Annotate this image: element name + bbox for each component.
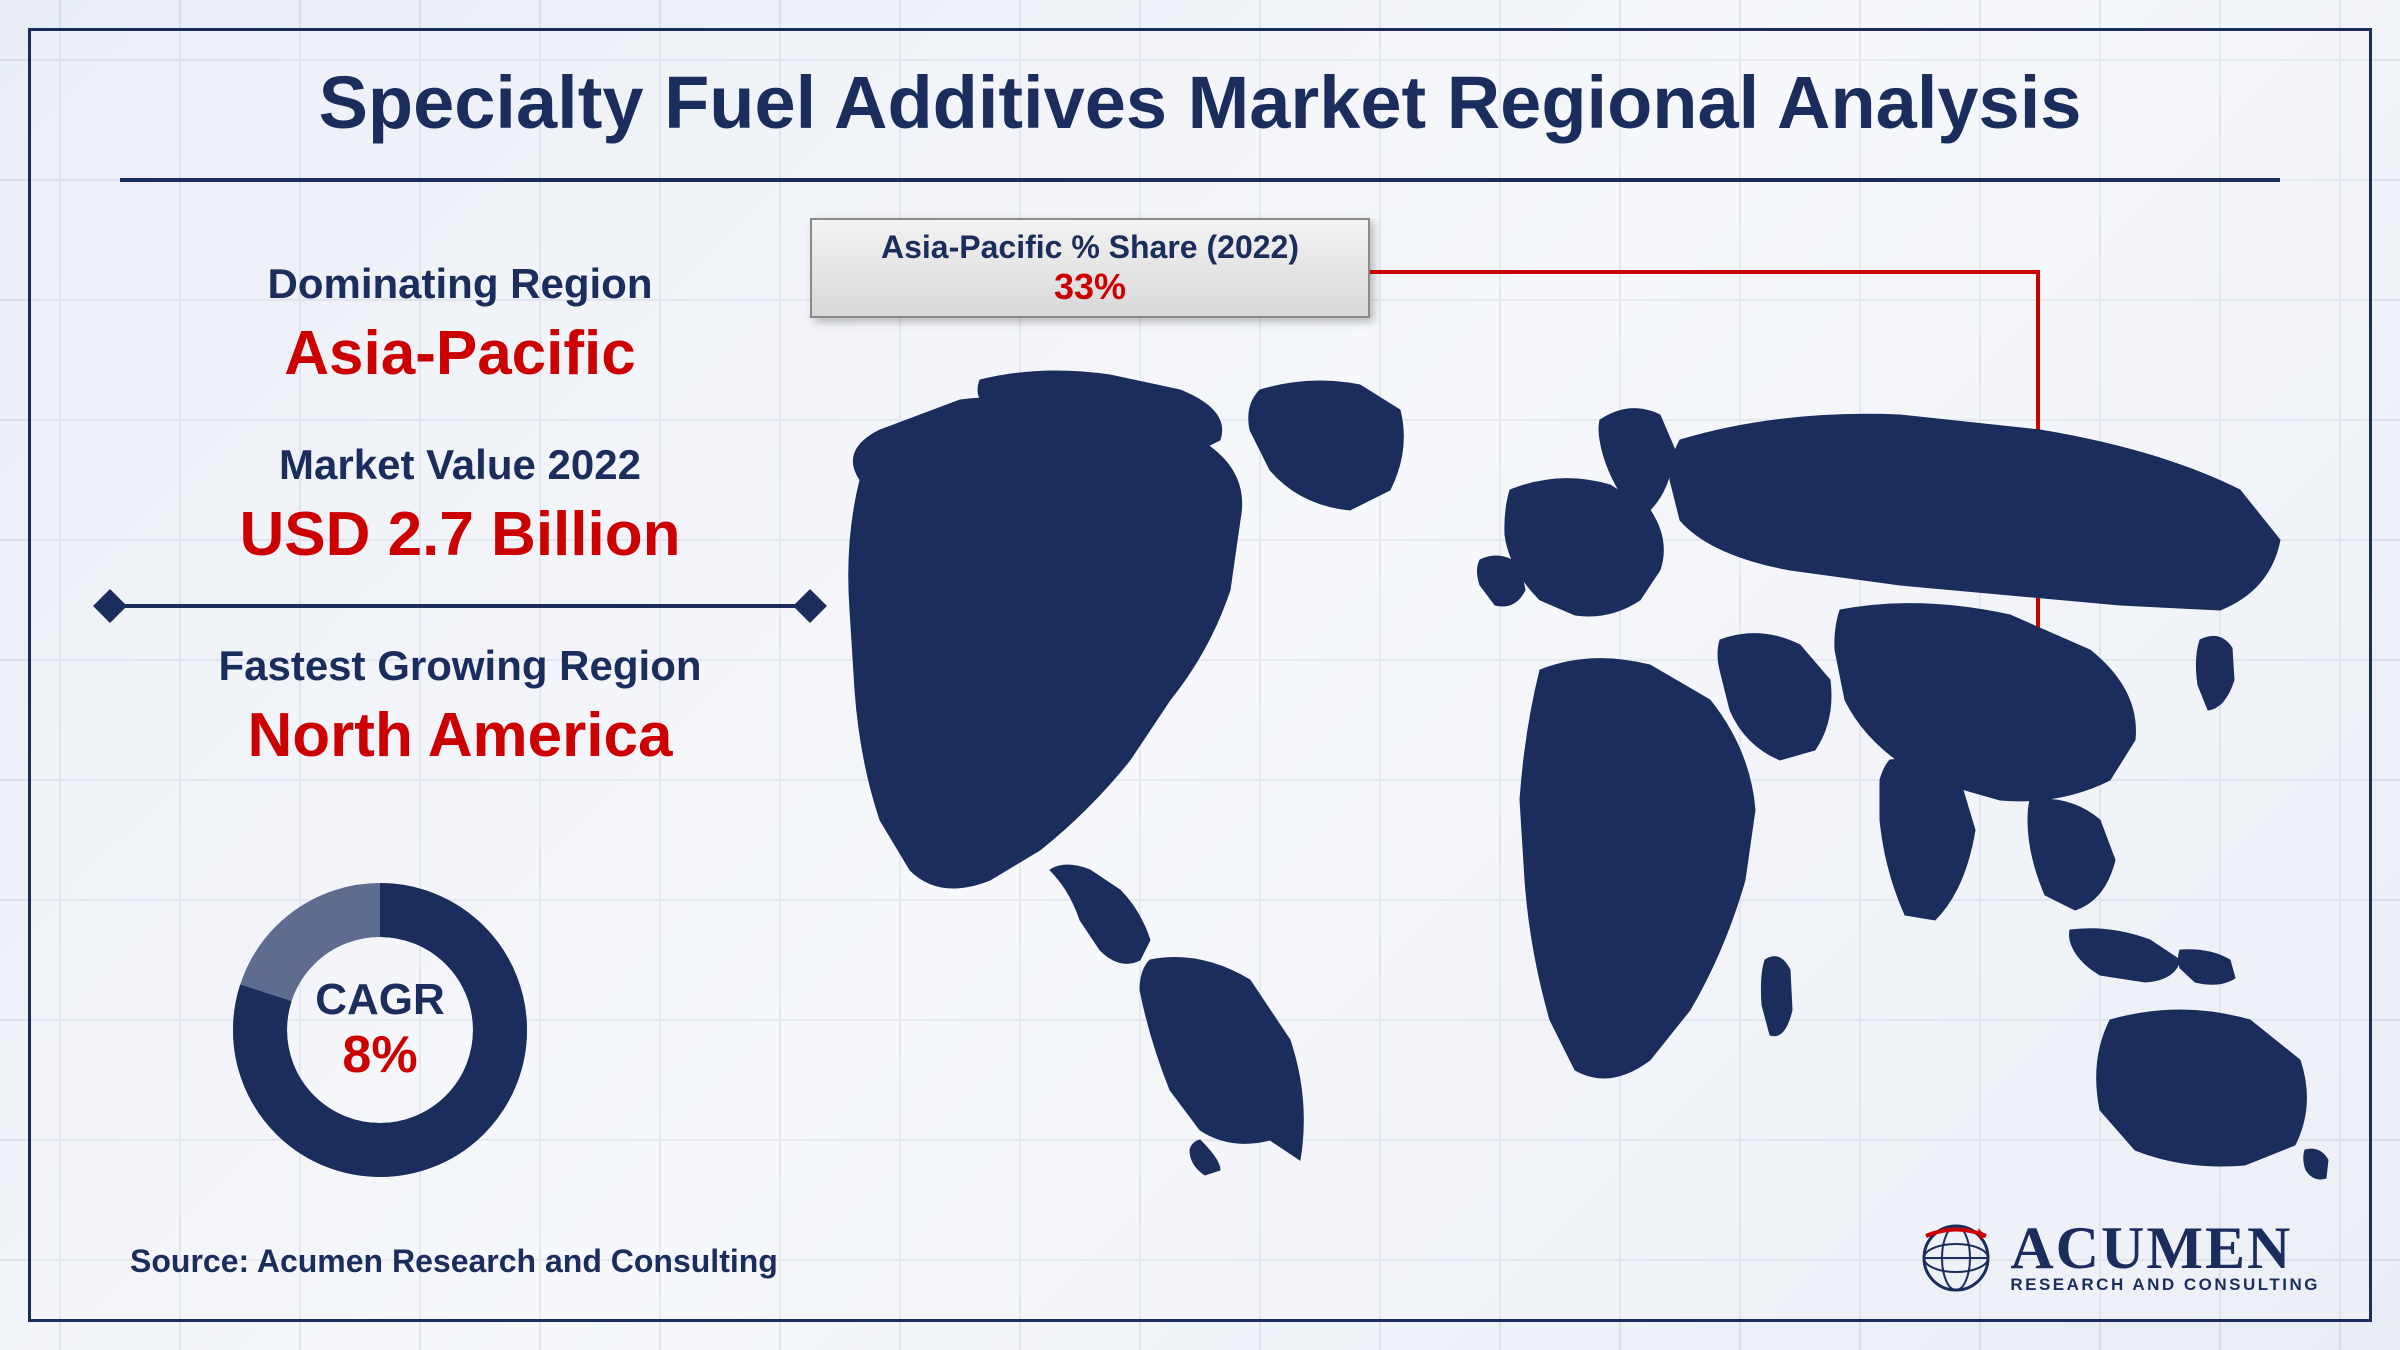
separator-line [110, 604, 810, 608]
fastest-growing-label: Fastest Growing Region [120, 642, 800, 690]
callout-connector-h [1370, 270, 2040, 274]
fastest-growing-value: North America [120, 700, 800, 771]
source-text: Source: Acumen Research and Consulting [130, 1243, 778, 1280]
cagr-label: CAGR [315, 975, 445, 1025]
stats-panel: Dominating Region Asia-Pacific Market Va… [120, 260, 800, 771]
callout-label: Asia-Pacific % Share (2022) [812, 229, 1368, 266]
market-value-value: USD 2.7 Billion [120, 499, 800, 570]
cagr-donut: CAGR 8% [230, 880, 530, 1180]
dominating-label: Dominating Region [120, 260, 800, 308]
callout-value: 33% [812, 266, 1368, 308]
acumen-logo: ACUMEN RESEARCH AND CONSULTING [1916, 1218, 2320, 1298]
logo-globe-icon [1916, 1218, 1996, 1298]
cagr-value: 8% [342, 1025, 417, 1085]
market-value-label: Market Value 2022 [120, 441, 800, 489]
logo-main-text: ACUMEN [2010, 1221, 2320, 1275]
share-callout: Asia-Pacific % Share (2022) 33% [810, 218, 1370, 318]
dominating-value: Asia-Pacific [120, 318, 800, 389]
world-map [780, 360, 2340, 1180]
logo-sub-text: RESEARCH AND CONSULTING [2010, 1275, 2320, 1295]
title-underline [120, 178, 2280, 182]
page-title: Specialty Fuel Additives Market Regional… [0, 60, 2400, 145]
